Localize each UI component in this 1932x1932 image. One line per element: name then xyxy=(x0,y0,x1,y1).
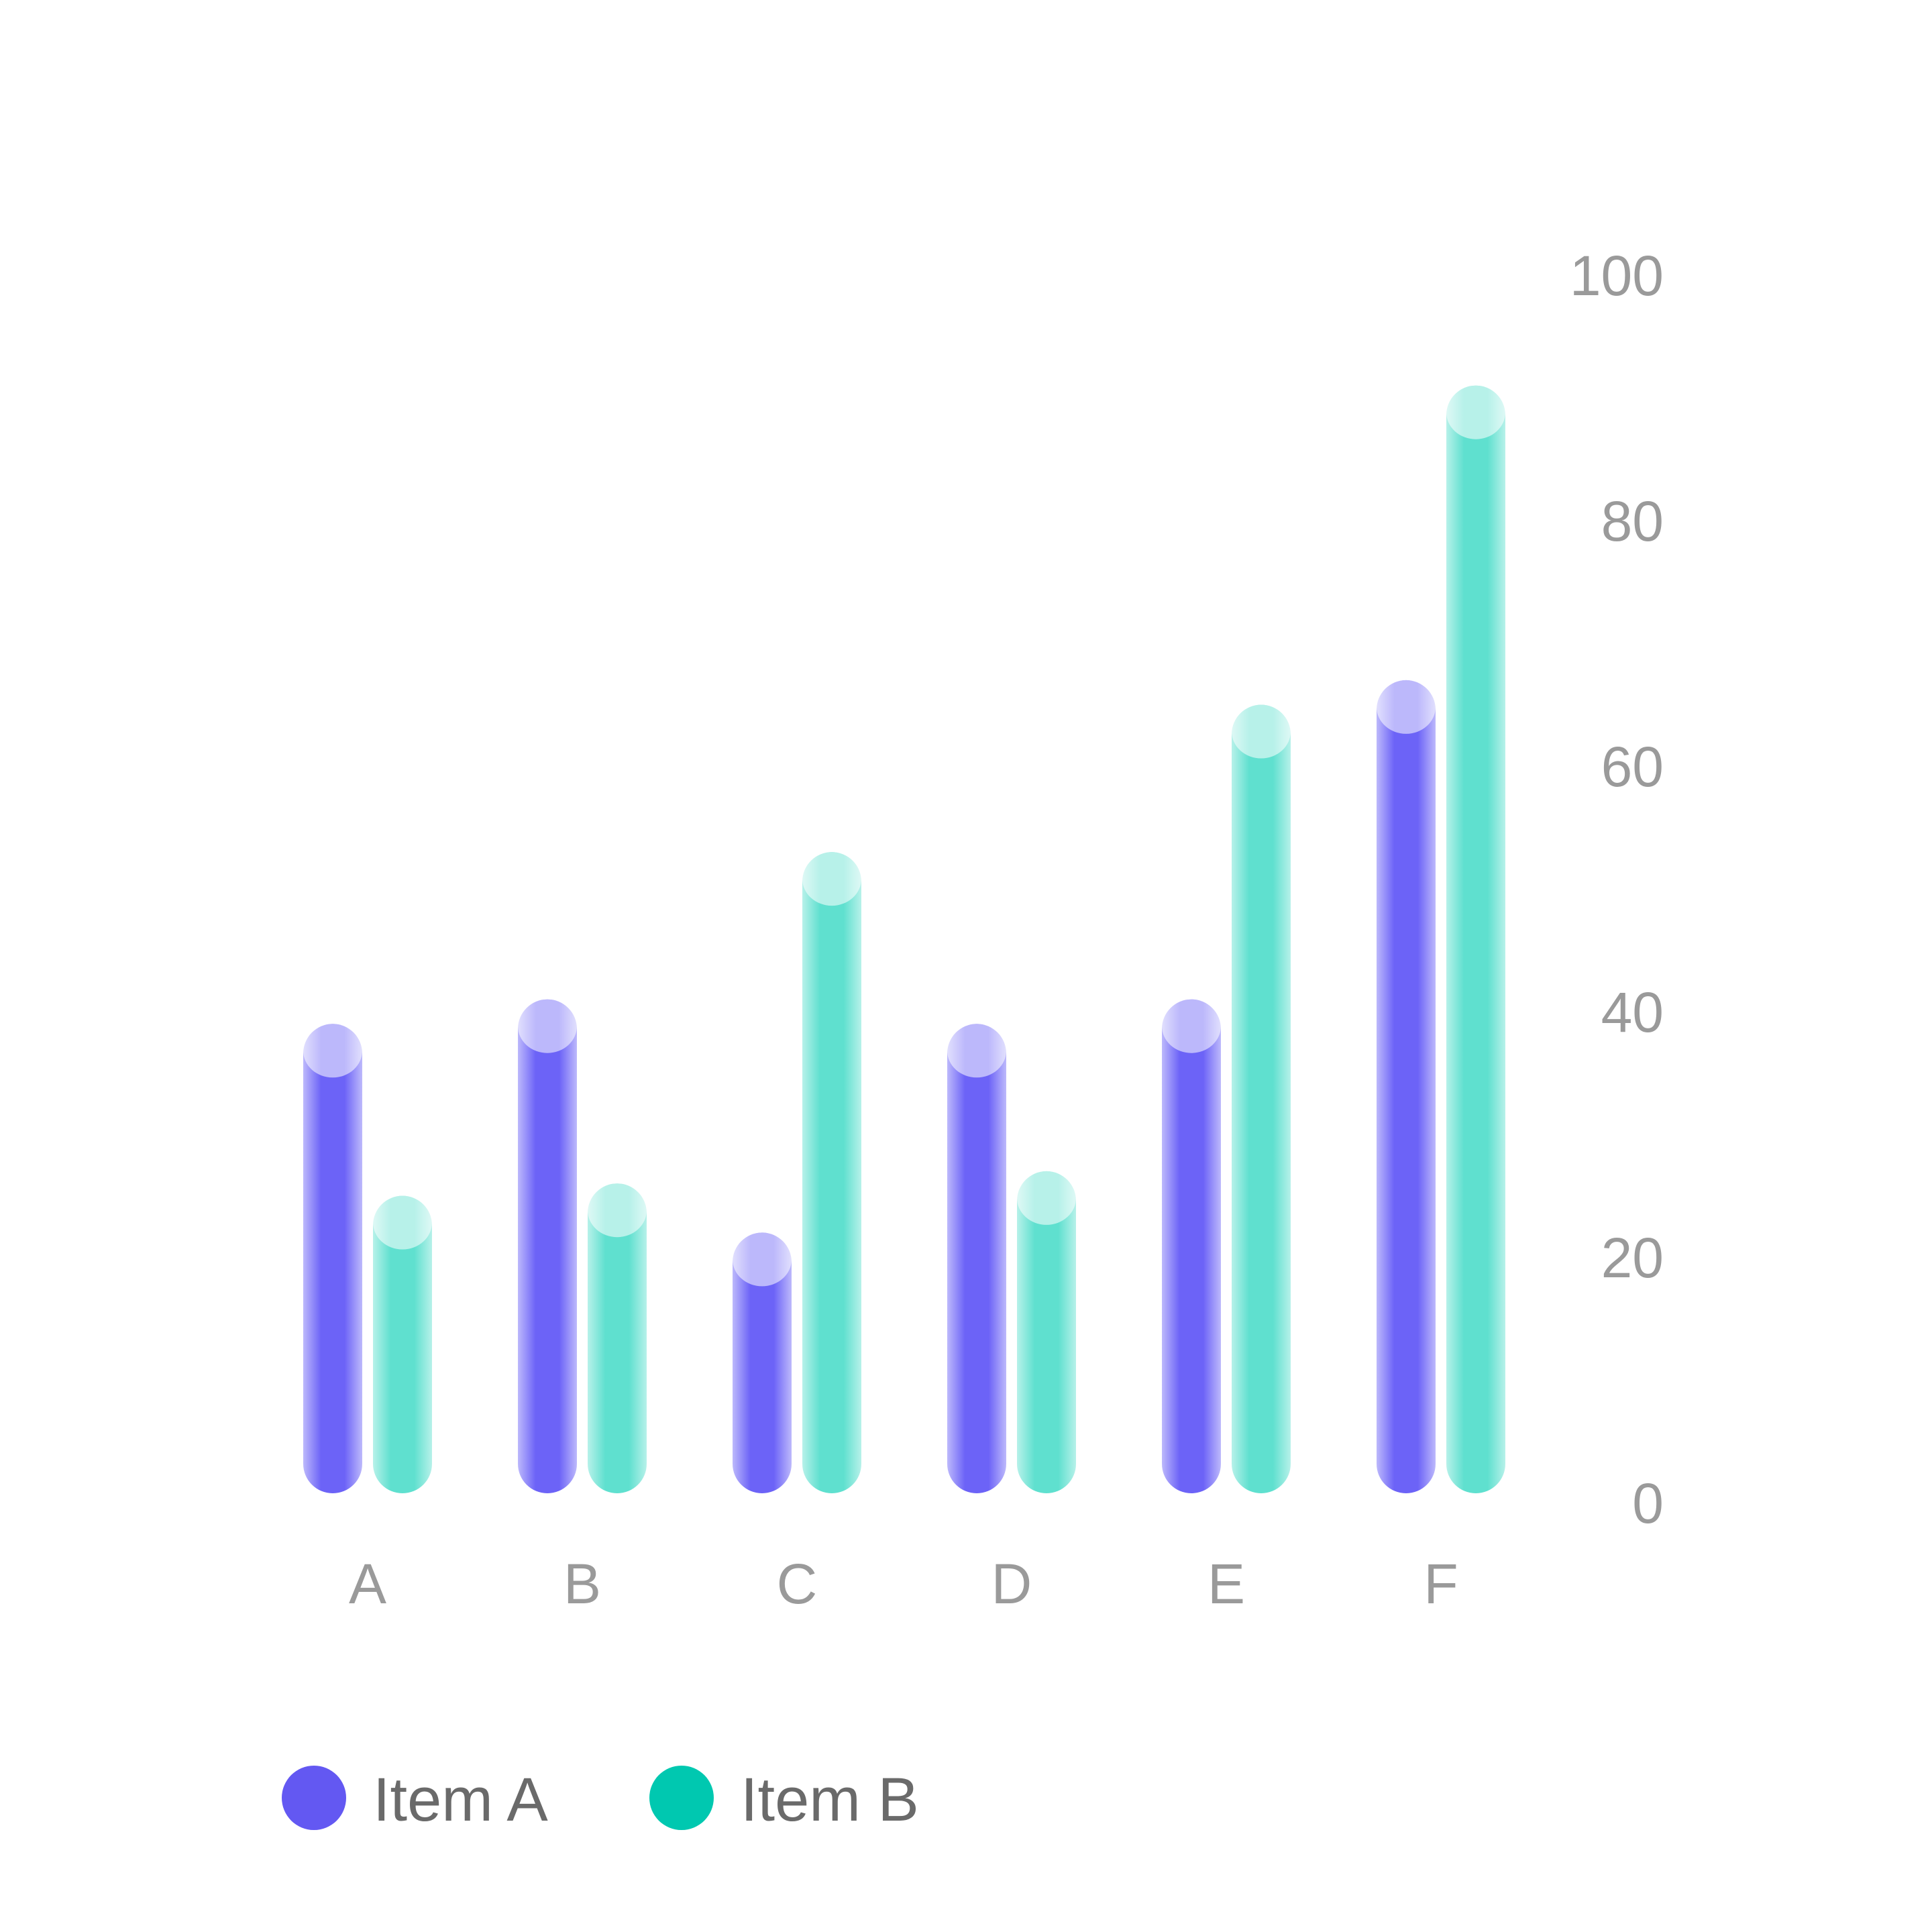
bar-item-a-d[interactable] xyxy=(947,1024,1006,1493)
bar-item-b-d[interactable] xyxy=(1017,1171,1076,1493)
bar-item-a-a[interactable] xyxy=(303,1024,362,1493)
x-axis: A B C D E F xyxy=(349,1552,1458,1615)
bar-item-a-b[interactable] xyxy=(518,999,577,1493)
bar-item-b-c[interactable] xyxy=(802,852,861,1493)
y-tick-label: 20 xyxy=(1601,1226,1664,1289)
bars-group xyxy=(303,385,1505,1494)
y-tick-label: 60 xyxy=(1601,735,1664,798)
x-tick-label: E xyxy=(1208,1552,1245,1615)
bar-item-a-e[interactable] xyxy=(1162,999,1221,1493)
bar-item-b-a[interactable] xyxy=(373,1195,432,1494)
legend-item-item-b[interactable]: Item B xyxy=(649,1766,919,1834)
legend-label: Item A xyxy=(373,1766,548,1834)
legend-item-item-a[interactable]: Item A xyxy=(282,1766,548,1834)
y-tick-label: 40 xyxy=(1601,981,1664,1044)
legend[interactable]: Item A Item B xyxy=(282,1766,919,1834)
y-tick-label: 0 xyxy=(1632,1472,1664,1535)
x-tick-label: D xyxy=(991,1552,1032,1615)
x-tick-label: F xyxy=(1424,1552,1458,1615)
bar-item-a-f[interactable] xyxy=(1377,680,1436,1493)
legend-swatch xyxy=(649,1766,714,1830)
y-axis: 0 20 40 60 80 100 xyxy=(1570,244,1664,1535)
bar-item-b-e[interactable] xyxy=(1232,704,1291,1494)
bar-item-b-b[interactable] xyxy=(588,1183,647,1493)
y-tick-label: 80 xyxy=(1601,490,1664,553)
bar-item-b-f[interactable] xyxy=(1446,385,1505,1494)
bar-item-a-c[interactable] xyxy=(733,1232,792,1493)
x-tick-label: B xyxy=(564,1552,601,1615)
legend-swatch xyxy=(282,1766,346,1830)
legend-label: Item B xyxy=(741,1766,919,1834)
x-tick-label: C xyxy=(777,1552,818,1615)
y-tick-label: 100 xyxy=(1570,244,1664,307)
x-tick-label: A xyxy=(349,1552,386,1615)
